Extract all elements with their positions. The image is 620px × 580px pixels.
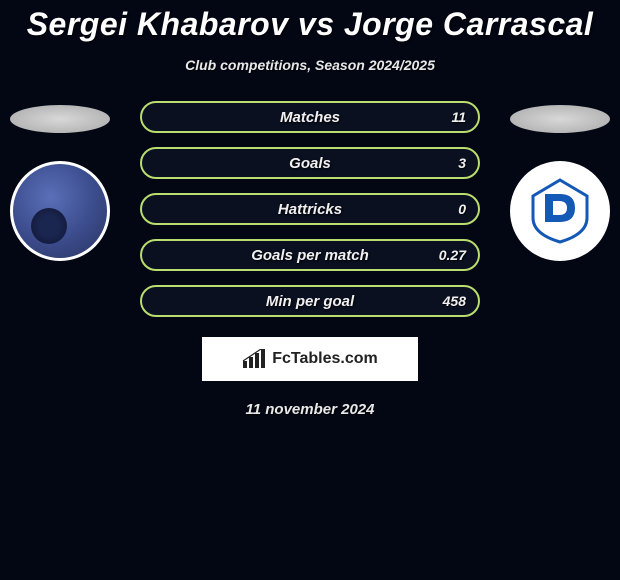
- stat-right-value: 458: [443, 293, 466, 309]
- comparison-title: Sergei Khabarov vs Jorge Carrascal: [0, 0, 620, 43]
- vs-separator: vs: [298, 6, 335, 42]
- stat-label: Matches: [280, 109, 340, 126]
- stat-row-goals-per-match: Goals per match 0.27: [140, 239, 480, 271]
- stat-row-goals: Goals 3: [140, 147, 480, 179]
- attribution-text: FcTables.com: [272, 350, 378, 368]
- player2-avatar-placeholder: [510, 105, 610, 133]
- stat-right-value: 0: [458, 201, 466, 217]
- stats-list: Matches 11 Goals 3 Hattricks 0 Goals per…: [140, 101, 480, 317]
- dynamo-logo-icon: [525, 176, 595, 246]
- left-player-column: [0, 101, 120, 261]
- player1-club-logo: [10, 161, 110, 261]
- stat-label: Min per goal: [266, 293, 354, 310]
- player1-avatar-placeholder: [10, 105, 110, 133]
- content-area: Matches 11 Goals 3 Hattricks 0 Goals per…: [0, 101, 620, 418]
- player2-club-logo: [510, 161, 610, 261]
- date-label: 11 november 2024: [0, 401, 620, 418]
- right-player-column: [500, 101, 620, 261]
- stat-label: Goals: [289, 155, 331, 172]
- stat-row-min-per-goal: Min per goal 458: [140, 285, 480, 317]
- subtitle: Club competitions, Season 2024/2025: [0, 57, 620, 73]
- stat-row-matches: Matches 11: [140, 101, 480, 133]
- stat-right-value: 3: [458, 155, 466, 171]
- attribution-badge[interactable]: FcTables.com: [202, 337, 418, 381]
- stat-label: Hattricks: [278, 201, 342, 218]
- stat-row-hattricks: Hattricks 0: [140, 193, 480, 225]
- stat-right-value: 11: [451, 109, 466, 125]
- stat-right-value: 0.27: [439, 247, 466, 263]
- player2-name: Jorge Carrascal: [344, 6, 593, 42]
- player1-name: Sergei Khabarov: [27, 6, 289, 42]
- stat-label: Goals per match: [251, 247, 369, 264]
- bar-chart-icon: [242, 349, 266, 369]
